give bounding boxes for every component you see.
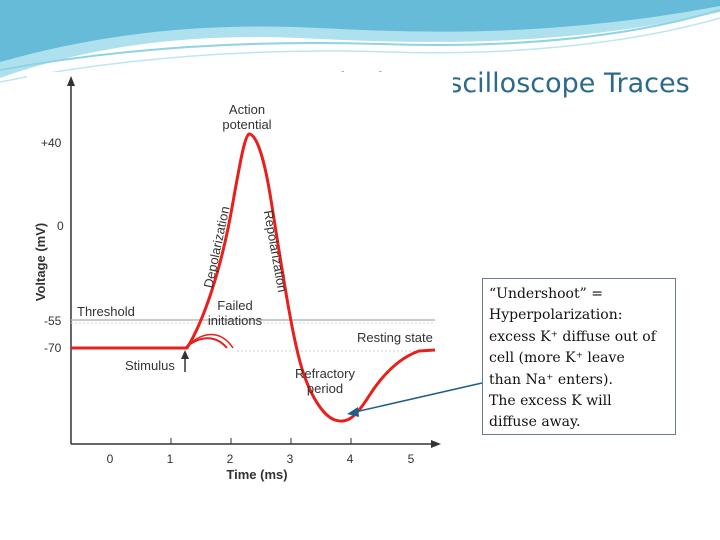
callout-line: The excess K will [489,393,612,410]
header-swoosh-decoration [0,0,720,83]
callout-line: Hyperpolarization: [489,307,623,324]
action-potential-trace [71,132,436,423]
y-axis-arrow [67,76,75,86]
x-axis-arrow [431,440,441,448]
y-axis-title: Voltage (mV) [33,223,48,302]
resting-state-label: Resting state [357,330,433,345]
callout-line: diffuse away. [489,414,581,431]
action-potential-graph: +40 0 -55 -70 Voltage (mV) 0 1 2 3 4 5 T… [33,76,441,482]
x-tick-label: 1 [167,452,174,466]
callout-line: cell (more K⁺ leave [489,350,625,367]
y-tick-label: -70 [44,341,62,355]
refractory-period-label: period [307,381,343,396]
x-tick-label: 4 [347,452,354,466]
x-axis-title: Time (ms) [226,467,287,482]
callout-line: than Na⁺ enters). [489,371,613,388]
y-tick-label: 0 [57,219,64,233]
repolarization-label: Repolarization [261,209,290,293]
y-tick-label: +40 [41,136,62,150]
action-potential-label: Action [229,102,265,117]
action-potential-label: potential [222,117,271,132]
failed-initiations-label: Failed [217,298,252,313]
x-tick-label: 5 [408,452,415,466]
threshold-label: Threshold [77,304,135,319]
stimulus-arrowhead [181,350,189,359]
refractory-period-label: Refractory [295,366,355,381]
y-tick-label: -55 [44,314,62,328]
action-potential-figure: +40 0 -55 -70 Voltage (mV) 0 1 2 3 4 5 T… [27,72,453,488]
failed-initiations-label: initiations [208,313,263,328]
callout-line: excess K⁺ diffuse out of [489,328,656,345]
depolarization-label: Depolarization [201,205,233,289]
x-tick-label: 2 [227,452,234,466]
x-tick-label: 0 [107,452,114,466]
x-tick-label: 3 [287,452,294,466]
callout-line: “Undershoot” = [489,286,603,302]
undershoot-callout-box: “Undershoot” = Hyperpolarization: excess… [482,278,676,435]
stimulus-label: Stimulus [125,358,175,373]
